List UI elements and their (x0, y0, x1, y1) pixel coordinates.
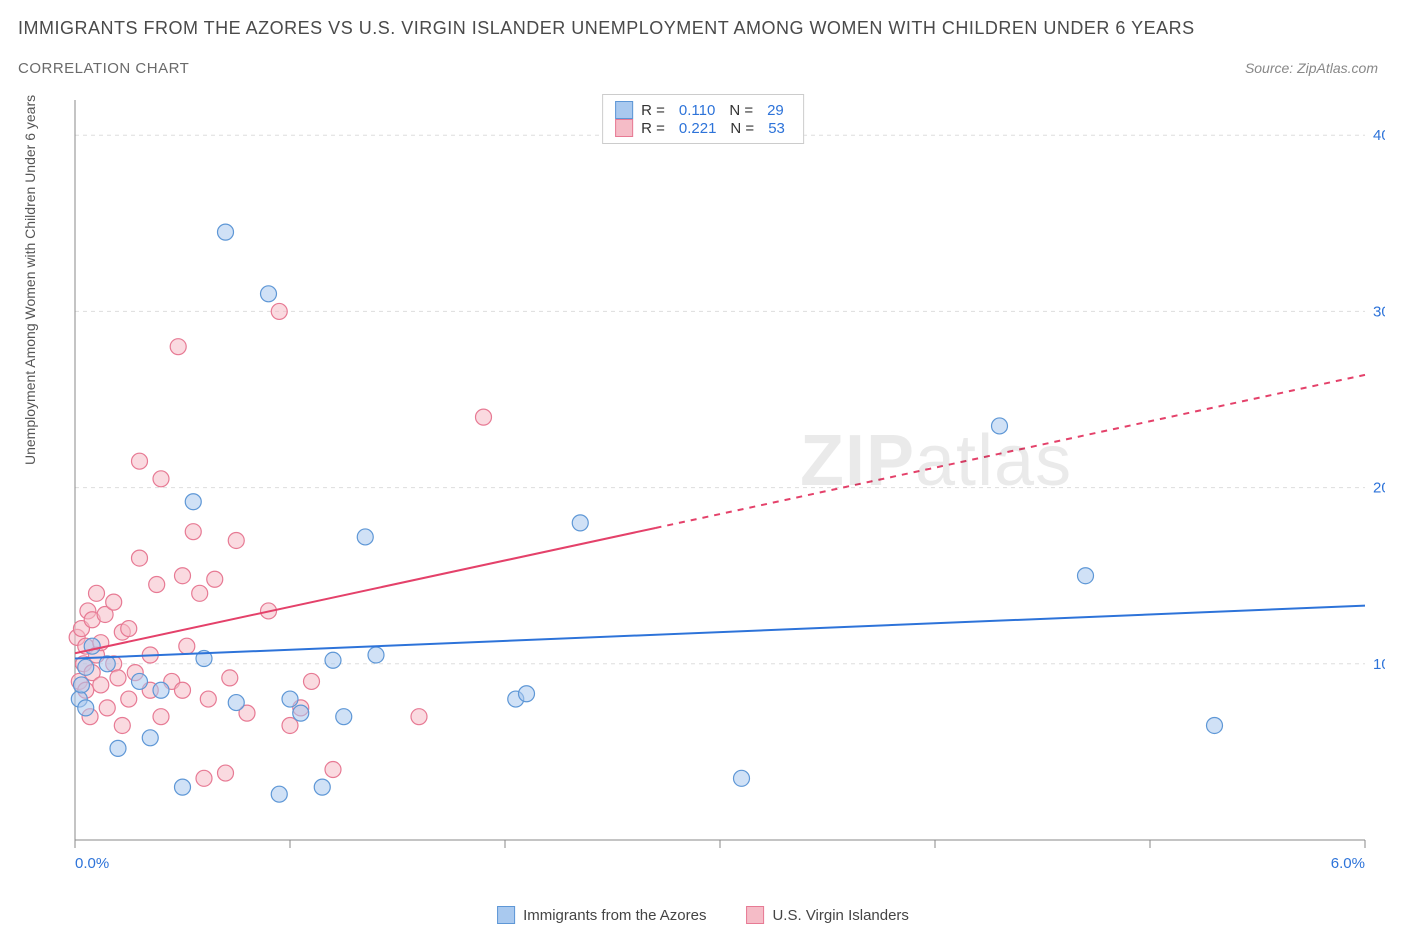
svg-text:30.0%: 30.0% (1373, 303, 1385, 320)
series-legend: Immigrants from the Azores U.S. Virgin Is… (497, 906, 909, 924)
chart-title: IMMIGRANTS FROM THE AZORES VS U.S. VIRGI… (18, 18, 1195, 39)
svg-text:10.0%: 10.0% (1373, 656, 1385, 673)
n-value: 53 (768, 120, 785, 137)
series-legend-item: U.S. Virgin Islanders (746, 906, 908, 924)
n-label: N = (729, 102, 753, 119)
svg-text:40.0%: 40.0% (1373, 127, 1385, 144)
stats-legend-row: R = 0.110 N = 29 (615, 101, 791, 119)
chart-container: 10.0% 20.0% 30.0% 40.0% 0.0% 6.0% (55, 90, 1385, 880)
series-legend-label: Immigrants from the Azores (523, 907, 706, 924)
legend-swatch (746, 906, 764, 924)
source-attribution: Source: ZipAtlas.com (1245, 60, 1378, 76)
n-value: 29 (767, 102, 784, 119)
legend-swatch (497, 906, 515, 924)
stats-legend-row: R = 0.221 N = 53 (615, 119, 791, 137)
series-legend-item: Immigrants from the Azores (497, 906, 706, 924)
series-legend-label: U.S. Virgin Islanders (772, 907, 908, 924)
svg-text:0.0%: 0.0% (75, 855, 109, 872)
r-value: 0.221 (679, 120, 717, 137)
y-axis-label: Unemployment Among Women with Children U… (22, 95, 38, 465)
svg-text:6.0%: 6.0% (1331, 855, 1365, 872)
scatter-chart: 10.0% 20.0% 30.0% 40.0% 0.0% 6.0% (55, 90, 1385, 880)
stats-legend: R = 0.110 N = 29 R = 0.221 N = 53 (602, 94, 804, 144)
r-label: R = (641, 102, 665, 119)
r-label: R = (641, 120, 665, 137)
r-value: 0.110 (679, 102, 715, 119)
chart-subtitle: CORRELATION CHART (18, 60, 189, 77)
legend-swatch (615, 101, 633, 119)
svg-text:20.0%: 20.0% (1373, 480, 1385, 497)
legend-swatch (615, 119, 633, 137)
n-label: N = (730, 120, 754, 137)
